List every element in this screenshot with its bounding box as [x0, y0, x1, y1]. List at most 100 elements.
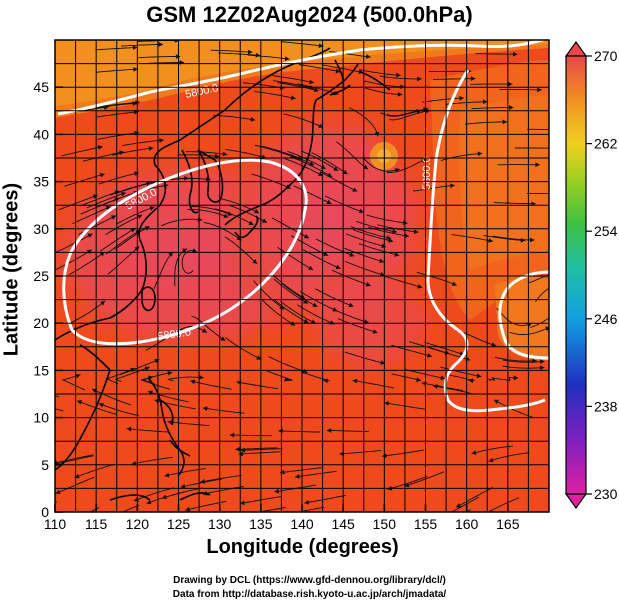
streamline: [421, 382, 464, 392]
streamline: [359, 69, 401, 76]
streamline-arrowhead: [312, 302, 318, 307]
y-tick-label: 10: [33, 410, 49, 426]
streamline-arrowhead: [284, 56, 290, 61]
streamline: [387, 475, 428, 490]
streamline-arrowhead: [513, 375, 519, 381]
streamline-arrowhead: [392, 228, 397, 234]
streamline: [55, 501, 57, 504]
streamline: [277, 82, 319, 92]
streamline: [344, 351, 386, 365]
streamline: [225, 337, 262, 360]
colorbar-tick-label: 270: [594, 48, 618, 64]
streamline: [55, 408, 64, 412]
streamline-arrowhead: [333, 166, 339, 171]
streamline-arrowhead: [100, 300, 105, 306]
streamline: [55, 476, 95, 494]
streamline-arrowhead: [421, 158, 427, 163]
x-tick-label: 160: [455, 516, 479, 532]
streamline: [133, 487, 174, 502]
streamline: [214, 208, 254, 226]
streamline-arrowhead: [120, 191, 126, 197]
y-tick-label: 5: [41, 457, 49, 473]
streamline: [76, 400, 117, 415]
streamline-arrowhead: [413, 229, 419, 235]
streamline-arrowhead: [229, 432, 235, 438]
streamline: [282, 283, 318, 308]
streamline-arrowhead: [323, 251, 329, 256]
streamline-arrowhead: [75, 373, 81, 379]
streamline-arrowhead: [379, 258, 385, 264]
streamline: [535, 287, 549, 303]
streamline-arrowhead: [318, 43, 324, 49]
y-axis-ticks: 0 5 10 15 20 25 30 35 40 45: [33, 79, 63, 520]
streamline: [55, 455, 94, 465]
streamline-arrowhead: [381, 243, 387, 249]
streamline: [107, 246, 140, 275]
streamline: [235, 447, 278, 450]
streamline: [161, 487, 203, 499]
y-tick-label: 40: [33, 126, 49, 142]
streamline: [105, 229, 141, 255]
streamline: [297, 304, 335, 325]
map-title: GSM 12Z02Aug2024 (500.0hPa): [146, 2, 473, 27]
streamline-arrowhead: [105, 206, 111, 211]
x-tick-label: 115: [85, 516, 108, 532]
streamline-arrowhead: [539, 365, 545, 371]
streamline-arrowhead: [310, 319, 316, 324]
streamline: [277, 247, 314, 271]
streamline: [315, 288, 354, 307]
streamline: [91, 388, 132, 406]
streamline-arrowhead: [250, 117, 256, 122]
streamline-arrowhead: [252, 259, 258, 264]
streamline-arrowhead: [320, 164, 326, 169]
streamline: [440, 366, 482, 378]
streamline-arrowhead: [433, 384, 438, 389]
streamline: [161, 218, 203, 227]
x-axis-ticks: 110 115 120 125 130 135 140 145 150 155 160 165: [44, 504, 520, 532]
streamline: [502, 359, 545, 363]
streamline: [119, 359, 160, 376]
streamline: [280, 300, 317, 324]
streamline-arrowhead: [335, 68, 341, 74]
x-tick-label: 110: [44, 516, 67, 532]
streamline-arrowhead: [332, 307, 338, 312]
streamline: [187, 209, 229, 218]
streamline-arrowhead: [348, 302, 354, 308]
streamline-arrowhead: [98, 402, 104, 408]
streamline: [105, 214, 143, 236]
streamline-arrowhead: [404, 482, 410, 488]
streamline-arrowhead: [477, 151, 483, 157]
streamline-arrowhead: [227, 211, 233, 216]
streamline-arrowhead: [133, 66, 138, 72]
streamline-arrowhead: [309, 79, 314, 85]
streamline-arrowhead: [302, 299, 308, 304]
x-tick-label: 145: [331, 516, 355, 532]
streamline: [381, 275, 423, 289]
streamline-arrowhead: [185, 506, 191, 512]
streamline-arrowhead: [191, 248, 197, 253]
streamline-arrowhead: [326, 428, 332, 433]
credit-drawing: Drawing by DCL (https://www.gfd-dennou.o…: [173, 575, 446, 586]
streamline: [339, 449, 382, 455]
streamline: [358, 243, 400, 256]
streamline-arrowhead: [199, 374, 204, 380]
streamline: [64, 173, 105, 187]
x-tick-label: 135: [249, 516, 273, 532]
streamline: [115, 206, 155, 225]
y-axis-title: Latitude (degrees): [0, 182, 23, 357]
streamline: [300, 291, 338, 312]
streamline-arrowhead: [97, 145, 103, 150]
x-tick-label: 140: [290, 516, 314, 532]
streamline-arrowhead: [386, 235, 392, 240]
streamline: [229, 434, 272, 437]
y-tick-label: 15: [33, 362, 49, 378]
streamline-arrowhead: [200, 479, 205, 484]
streamline-arrowhead: [384, 401, 390, 406]
streamline-arrowhead: [396, 72, 401, 78]
streamline-arrowhead: [148, 146, 154, 151]
x-tick-label: 125: [167, 516, 191, 532]
streamline: [366, 214, 408, 224]
streamline-arrowhead: [545, 326, 549, 332]
streamline: [294, 157, 333, 178]
streamline-arrowhead: [352, 378, 358, 384]
